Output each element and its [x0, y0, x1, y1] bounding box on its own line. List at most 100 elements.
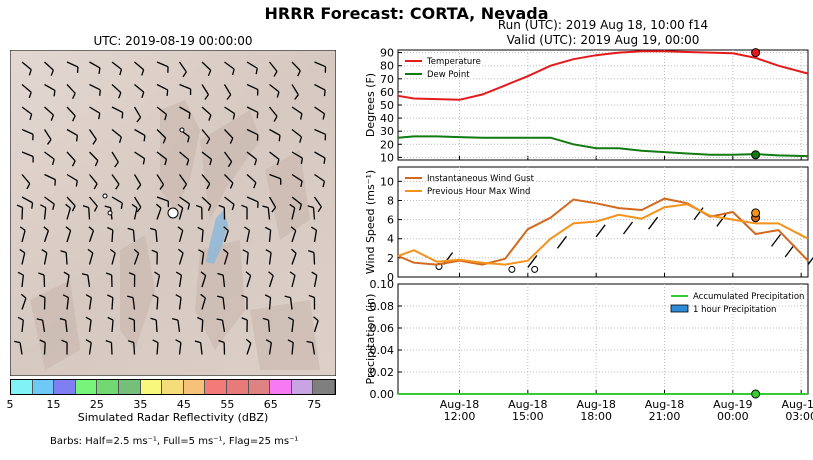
wind-barb-flag: [177, 226, 184, 231]
wind-barb: [66, 61, 79, 68]
wind-barb-flag: [182, 183, 188, 190]
series-line: [397, 203, 809, 266]
wind-barb: [313, 320, 319, 333]
x-tick-label: Aug-18: [508, 398, 547, 411]
wind-barb-flag: [294, 94, 299, 100]
wind-barb-flag: [197, 226, 204, 231]
wind-barb: [246, 106, 259, 113]
wind-barb-flag: [85, 339, 92, 344]
wind-barb-flag: [127, 295, 134, 299]
x-tick-label: 18:00: [580, 410, 612, 423]
current-time-marker: [751, 48, 761, 58]
wind-barb-flag: [40, 204, 47, 209]
wind-barb-flag: [317, 206, 322, 213]
wind-barb: [224, 106, 235, 115]
wind-barb: [267, 207, 271, 220]
wind-barb: [111, 196, 123, 204]
wind-barb: [222, 275, 226, 288]
wind-barb: [223, 84, 232, 96]
y-tick-label: 4: [387, 233, 394, 246]
wind-barb-flag: [218, 204, 225, 209]
wind-barb: [221, 320, 226, 333]
wind-barb-flag: [28, 69, 32, 76]
wind-barb: [269, 128, 281, 136]
wind-barb-flag: [133, 248, 140, 254]
wind-barb: [716, 213, 727, 227]
colorbar-tick-label: 55: [220, 398, 235, 411]
wind-barb-flag: [141, 69, 145, 76]
wind-barb-flag: [323, 89, 326, 97]
wind-barb-flag: [128, 272, 135, 276]
wind-barb-flag: [268, 271, 274, 277]
wind-barb: [21, 151, 34, 158]
colorbar-swatch: [11, 380, 33, 394]
lake-shape: [206, 210, 228, 264]
wind-barb-flag: [159, 184, 165, 190]
wind-barb: [269, 173, 281, 180]
wind-barb-flag: [127, 340, 134, 344]
wind-barb-flag: [36, 318, 43, 321]
wind-barb-flag: [254, 159, 258, 166]
wind-barb: [291, 275, 296, 288]
wind-barb-flag: [204, 94, 209, 100]
wind-barb-flag: [244, 226, 250, 231]
wind-barb: [268, 275, 274, 288]
wind-barb: [246, 61, 258, 69]
wind-barb-flag: [115, 183, 120, 190]
calm-circle: [508, 265, 516, 273]
wind-barb: [201, 297, 207, 310]
current-time-marker: [751, 208, 761, 218]
wind-barb-flag: [72, 115, 76, 122]
wind-barb: [291, 342, 294, 355]
wind-barb: [223, 252, 229, 265]
wind-barb: [246, 252, 249, 265]
wind-barb-flag: [256, 112, 259, 119]
wind-barb-flag: [289, 271, 296, 276]
wind-barb-flag: [121, 112, 124, 119]
wind-barb: [224, 129, 234, 139]
colorbar-swatch: [183, 380, 206, 394]
x-tick-label: Aug-18: [440, 398, 479, 411]
current-time-marker: [751, 150, 761, 160]
wind-barb: [21, 275, 24, 288]
wind-barb: [223, 230, 229, 243]
wind-barb: [178, 275, 183, 288]
wind-barb: [156, 106, 167, 115]
calm-circle: [531, 265, 539, 273]
wind-barb: [155, 229, 158, 243]
wind-barb: [156, 83, 168, 91]
wind-barb: [291, 106, 303, 115]
wind-barb-flag: [231, 204, 235, 211]
wind-barb: [179, 151, 190, 161]
wind-barb-flag: [310, 226, 317, 231]
wind-barb-flag: [28, 91, 32, 99]
valid-line: Valid (UTC): 2019 Aug 19, 00:00: [506, 33, 700, 47]
wind-barb-flag: [17, 271, 24, 276]
wind-barb-flag: [273, 115, 278, 122]
wind-barb-flag: [118, 92, 122, 99]
wind-barb-flag: [75, 180, 78, 187]
wind-barb: [222, 297, 226, 310]
wind-barb-flag: [72, 92, 76, 99]
wind-barb: [156, 275, 161, 288]
wind-barb: [111, 84, 122, 94]
wind-barb-flag: [99, 89, 101, 96]
wind-barb-flag: [291, 248, 297, 254]
wind-barb-flag: [231, 68, 235, 76]
y-tick-label: 0.08: [370, 300, 395, 313]
town-marker: [179, 127, 185, 133]
colorbar-swatch: [162, 380, 184, 394]
colorbar-tick-label: 45: [176, 398, 191, 411]
y-tick-label: 0.02: [370, 366, 395, 379]
map-title: UTC: 2019-08-19 00:00:00: [93, 34, 253, 48]
y-tick-label: 80: [380, 60, 394, 73]
wind-barb: [88, 320, 92, 333]
wind-barb-flag: [120, 203, 123, 210]
x-tick-label: 00:00: [717, 410, 749, 423]
colorbar-swatch: [226, 380, 249, 394]
figure-title: HRRR Forecast: CORTA, Nevada: [264, 4, 549, 23]
wind-barb-flag: [227, 161, 233, 168]
x-tick-label: 21:00: [649, 410, 681, 423]
y-tick-label: 0.06: [370, 322, 395, 335]
wind-barb: [246, 275, 252, 288]
